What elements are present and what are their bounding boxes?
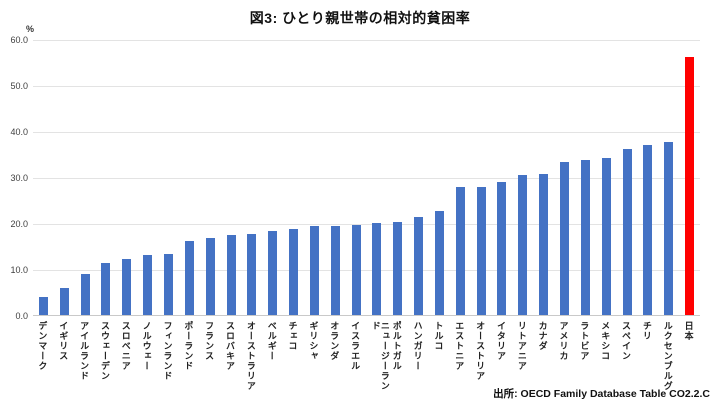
y-tick-label: 30.0 (10, 173, 28, 183)
bar (560, 161, 570, 315)
x-category-label: メキシコ (600, 321, 611, 361)
bar (455, 187, 465, 315)
x-category-label: イタリア (495, 321, 506, 361)
bar (268, 231, 278, 315)
x-category-label: エストニア (454, 321, 465, 371)
plot-area (33, 40, 700, 316)
bar (330, 225, 340, 315)
bar (476, 186, 486, 315)
bar (205, 237, 215, 315)
bar (101, 263, 111, 315)
x-category-label: ベルギー (266, 321, 277, 361)
y-tick-label: 20.0 (10, 219, 28, 229)
x-category-label: リトアニア (516, 321, 527, 371)
x-category-label: トルコ (433, 321, 444, 351)
bar (414, 217, 424, 315)
x-category-label: チリ (641, 321, 652, 341)
y-tick-label: 40.0 (10, 127, 28, 137)
source-citation: 出所: OECD Family Database Table CO2.2.C (493, 388, 710, 400)
x-category-label: フランス (204, 321, 215, 361)
x-category-label: イスラエル (350, 321, 361, 371)
x-category-label: フィンランド (162, 321, 173, 381)
y-tick-label: 0.0 (15, 311, 28, 321)
bar (122, 259, 132, 315)
bar (643, 144, 653, 315)
y-tick-label: 10.0 (10, 265, 28, 275)
bar (622, 149, 632, 315)
gridline (33, 86, 700, 87)
bar (38, 296, 48, 315)
bar (601, 157, 611, 315)
bar (518, 175, 528, 315)
x-category-label: デンマーク (37, 321, 48, 371)
x-category-label: スロベニア (120, 321, 131, 371)
bar (664, 142, 674, 315)
bar (80, 274, 90, 315)
x-category-label: オーストラリア (245, 321, 256, 391)
x-category-label: ポルトガル (391, 321, 402, 371)
bar (143, 255, 153, 315)
chart-title: 図3: ひとり親世帯の相対的貧困率 (249, 10, 471, 26)
bar (163, 254, 173, 315)
x-category-label: 日本 (683, 321, 694, 341)
bar (184, 241, 194, 315)
bar (372, 222, 382, 315)
bar (247, 233, 257, 315)
x-category-label: ルクセンブルグ (662, 321, 673, 391)
x-category-label: ニュージーランド (370, 321, 390, 391)
x-category-label: ラトビア (579, 321, 590, 361)
bar (434, 210, 444, 315)
bar (539, 173, 549, 315)
x-category-label: スロバキア (225, 321, 236, 371)
x-category-label: ポーランド (183, 321, 194, 371)
bar-highlighted (685, 57, 695, 315)
y-tick-label: 50.0 (10, 81, 28, 91)
bar (351, 224, 361, 315)
gridline (33, 224, 700, 225)
x-category-label: ハンガリー (412, 321, 423, 371)
x-category-label: ノルウェー (141, 321, 152, 371)
bar (226, 234, 236, 315)
x-category-label: イギリス (58, 321, 69, 361)
gridline (33, 40, 700, 41)
bar (580, 159, 590, 315)
x-category-label: オーストリア (475, 321, 486, 381)
x-category-label: チェコ (287, 321, 298, 351)
x-category-label: アイルランド (79, 321, 90, 381)
x-category-label: アメリカ (558, 321, 569, 361)
x-category-label: ギリシャ (308, 321, 319, 361)
gridline (33, 132, 700, 133)
bar (497, 181, 507, 315)
bar (59, 288, 69, 315)
bar (309, 226, 319, 315)
bar (393, 221, 403, 315)
x-category-label: オランダ (329, 321, 340, 361)
x-category-label: スウェーデン (99, 321, 110, 381)
x-axis-line (33, 315, 700, 316)
x-category-label: スペイン (621, 321, 632, 361)
gridline (33, 270, 700, 271)
bar (289, 228, 299, 315)
x-category-label: カナダ (537, 321, 548, 351)
y-axis-unit-label: % (26, 24, 35, 34)
gridline (33, 178, 700, 179)
y-tick-label: 60.0 (10, 35, 28, 45)
